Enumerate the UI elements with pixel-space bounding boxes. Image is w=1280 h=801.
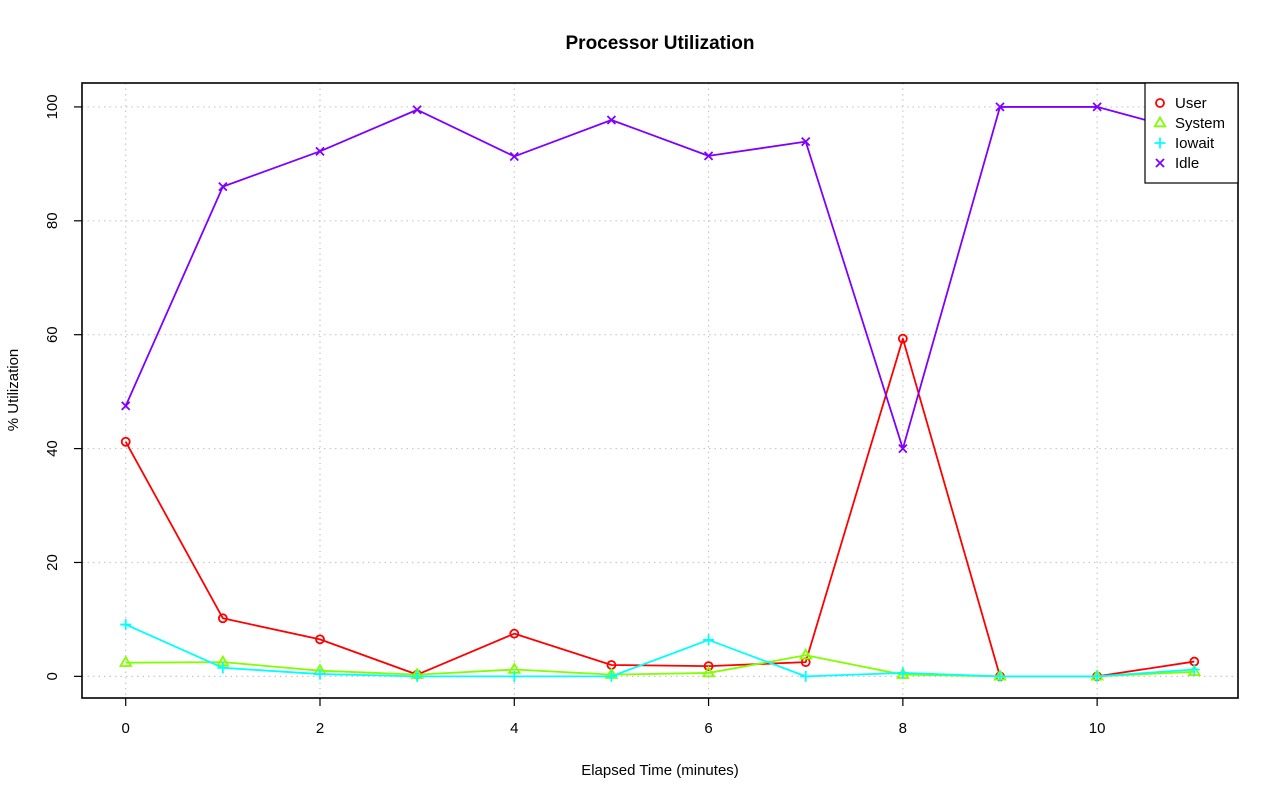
iowait-point (1091, 670, 1103, 682)
user-point (703, 661, 714, 672)
iowait-point (605, 670, 617, 682)
iowait-point (120, 619, 132, 631)
iowait-point (703, 634, 715, 646)
iowait-point (508, 670, 520, 682)
iowait-point (217, 662, 229, 674)
idle-point (121, 401, 131, 411)
legend-label-idle: Idle (1175, 155, 1199, 172)
y-tick-label: 80 (44, 212, 61, 229)
legend: User System Iowait Idle (1144, 82, 1239, 184)
user-point (315, 634, 325, 645)
plot-frame (81, 82, 1239, 699)
series-layer (118, 102, 1202, 682)
iowait-point (800, 670, 812, 682)
idle-point (606, 115, 617, 125)
system-point (798, 648, 813, 660)
idle-point (218, 182, 228, 192)
iowait-point (314, 668, 326, 680)
legend-marker-iowait (1154, 137, 1166, 149)
legend-marker-idle (1155, 158, 1165, 168)
y-tick-label: 0 (44, 672, 61, 680)
legend-marker-user (1155, 98, 1165, 108)
iowait-point (897, 667, 909, 679)
series-iowait (120, 619, 1200, 682)
y-axis-label: % Utilization (5, 349, 22, 432)
legend-label-user: User (1175, 95, 1207, 112)
x-tick-label: 0 (122, 720, 130, 737)
grid-layer (82, 83, 1238, 698)
user-point (120, 436, 131, 447)
user-point (509, 628, 520, 639)
series-idle (121, 102, 1199, 454)
iowait-point (994, 670, 1006, 682)
y-tick-label: 40 (44, 440, 61, 457)
user-point (897, 333, 908, 344)
system-point (701, 665, 716, 678)
system-point (118, 655, 133, 667)
idle-point (995, 102, 1005, 112)
x-tick-label: 6 (704, 720, 712, 737)
legend-marker-system (1153, 115, 1167, 128)
legend-label-system: System (1175, 115, 1225, 132)
y-tick-label: 60 (44, 326, 61, 343)
iowait-point (1188, 664, 1200, 676)
series-user (120, 333, 1200, 682)
y-tick-label: 20 (44, 554, 61, 571)
x-tick-label: 2 (316, 720, 324, 737)
idle-point (703, 151, 714, 161)
idle-line (124, 106, 1195, 450)
chart-title: Processor Utilization (566, 33, 755, 54)
idle-point (509, 151, 519, 162)
x-tick-label: 4 (510, 720, 518, 737)
system-point (1187, 664, 1202, 677)
iowait-point (411, 670, 423, 682)
y-tick-label: 100 (44, 94, 61, 119)
x-tick-label: 8 (899, 720, 907, 737)
iowait-line (125, 623, 1195, 678)
x-axis-label: Elapsed Time (minutes) (581, 762, 739, 779)
idle-point (1092, 102, 1102, 112)
user-line (124, 337, 1195, 678)
legend-label-iowait: Iowait (1175, 135, 1215, 152)
idle-point (315, 146, 325, 156)
x-tick-label: 10 (1089, 720, 1106, 737)
user-point (217, 613, 228, 624)
idle-point (412, 105, 422, 115)
idle-point (898, 443, 908, 454)
idle-point (801, 137, 811, 147)
